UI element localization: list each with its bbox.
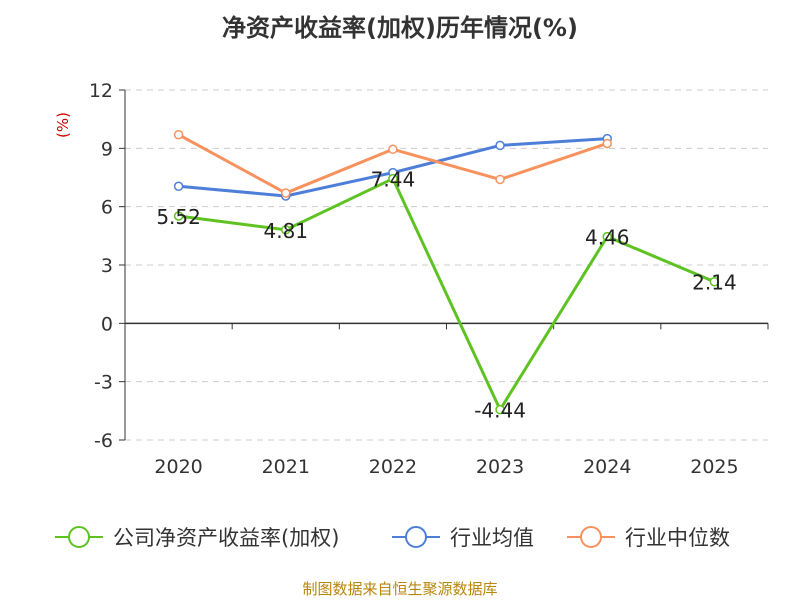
data-point: [495, 174, 505, 185]
y-axis-label: (%): [54, 112, 72, 138]
y-tick-label: -6: [94, 430, 113, 452]
y-tick-label: 12: [89, 80, 113, 102]
data-point: [281, 188, 291, 198]
data-point: [173, 181, 184, 191]
legend-marker: [580, 526, 602, 548]
data-point: [173, 129, 184, 140]
legend-marker: [68, 526, 90, 548]
data-label: 2.14: [692, 271, 737, 295]
y-tick-label: 0: [101, 313, 113, 335]
y-tick-label: -3: [94, 372, 113, 394]
data-label: 5.52: [156, 205, 201, 229]
x-tick-label: 2020: [154, 456, 202, 478]
data-point: [388, 144, 398, 155]
x-tick-label: 2025: [690, 456, 738, 478]
x-tick-label: 2022: [369, 456, 417, 478]
data-label: 7.44: [371, 168, 416, 192]
data-label: 4.46: [585, 226, 630, 250]
data-point: [602, 231, 612, 242]
y-tick-label: 9: [101, 138, 113, 160]
legend-label: 行业均值: [450, 526, 534, 550]
chart-title: 净资产收益率(加权)历年情况(%): [222, 14, 578, 42]
legend-label: 公司净资产收益率(加权): [113, 526, 339, 550]
y-tick-label: 6: [101, 197, 113, 219]
data-label: 4.81: [263, 219, 308, 243]
data-point: [709, 276, 720, 287]
x-tick-label: 2021: [262, 456, 310, 478]
legend-label: 行业中位数: [625, 526, 730, 550]
source-note: 制图数据来自恒生聚源数据库: [302, 580, 498, 598]
data-point: [495, 404, 505, 415]
x-tick-label: 2024: [583, 456, 631, 478]
data-label: -4.44: [474, 399, 526, 423]
data-point: [388, 173, 398, 184]
data-point: [173, 211, 184, 221]
y-tick-label: 3: [101, 255, 113, 277]
data-point: [495, 140, 505, 151]
series-line: [178, 177, 715, 412]
legend-marker: [405, 526, 427, 548]
data-point: [281, 225, 291, 235]
x-tick-label: 2023: [476, 456, 524, 478]
data-point: [602, 138, 612, 149]
